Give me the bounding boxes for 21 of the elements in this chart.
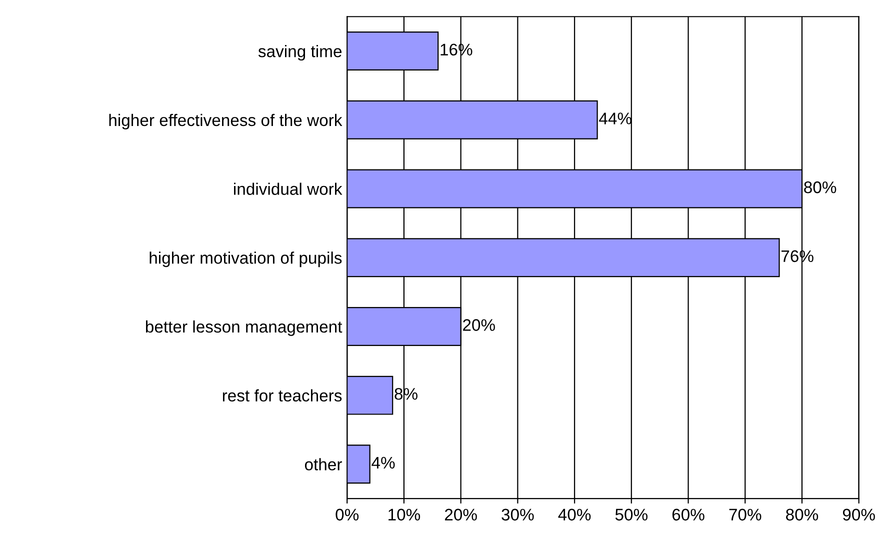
x-tick-label: 30% — [502, 508, 534, 521]
y-tick-label: other — [304, 458, 342, 470]
y-tick-label: higher effectiveness of the work — [109, 114, 342, 130]
x-tick-label: 60% — [672, 508, 704, 521]
data-label: 44% — [599, 112, 632, 124]
data-label: 20% — [463, 319, 495, 331]
x-tick-label: 20% — [444, 508, 477, 521]
x-tick-label: 70% — [729, 508, 762, 521]
y-tick-label: saving time — [258, 45, 342, 61]
y-tick-label: higher motivation of pupils — [150, 252, 342, 268]
x-tick-label: 0% — [336, 508, 359, 521]
data-label: 80% — [804, 181, 836, 194]
data-label: 4% — [372, 456, 395, 469]
y-tick-label: better lesson management — [146, 320, 342, 336]
y-tick-label: rest for teachers — [222, 389, 342, 402]
x-tick-label: 80% — [786, 508, 818, 521]
x-tick-label: 10% — [388, 508, 420, 521]
y-tick-label: individual work — [234, 182, 342, 195]
x-tick-label: 40% — [558, 508, 591, 521]
x-tick-label: 50% — [615, 508, 648, 521]
x-tick-label: 90% — [842, 508, 875, 521]
